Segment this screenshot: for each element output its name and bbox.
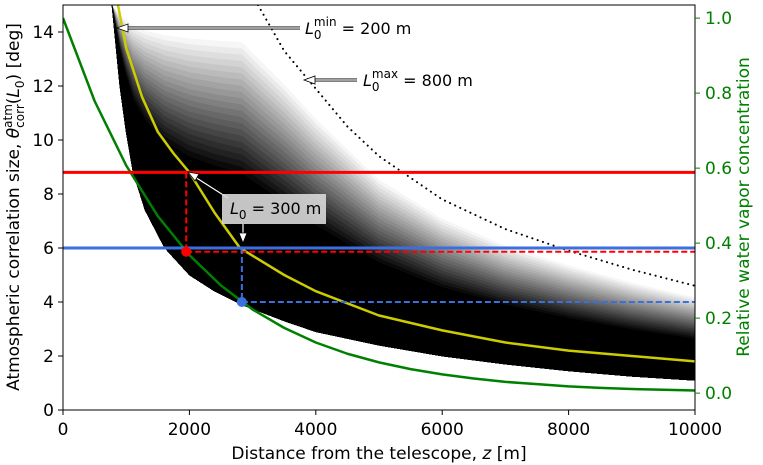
annotation-max: L0max = 800 m (302, 67, 473, 94)
y2-tick-label: 0.4 (705, 234, 732, 254)
label-part: θ (4, 127, 24, 138)
marker (181, 246, 192, 257)
label-part: Atmospheric correlation size, (4, 138, 24, 391)
label-part: L (4, 88, 24, 97)
marker (236, 297, 247, 307)
label-part: ) [deg] (4, 23, 24, 80)
label-sub: 0 (13, 80, 27, 88)
label-part: [m] (491, 444, 526, 464)
label-part: Distance from the telescope, (231, 444, 482, 464)
x-tick-label: 2000 (168, 420, 211, 440)
y2-axis-label: Relative water vapor concentration (734, 57, 754, 357)
y-tick-label: 2 (43, 347, 54, 367)
y-axis-label: Atmospheric correlation size, θatmcorr(L… (1, 23, 27, 391)
ann-part: = 300 m (247, 199, 322, 218)
ann-part: = 200 m (337, 19, 412, 38)
x-axis-label: Distance from the telescope, z [m] (231, 444, 526, 464)
ann-sub: 0 (314, 28, 322, 42)
series-line (256, 5, 695, 287)
axes: 0 2000 4000 6000 8000 10000 0 2 4 6 8 10 12 14 0.0 0.2 0… (32, 9, 732, 440)
label-part: z (481, 444, 492, 464)
annotation-min: L0min = 200 m (115, 15, 411, 42)
y2-tick-label: 0.8 (705, 84, 732, 104)
y2-tick-label: 1.0 (705, 9, 732, 29)
plot-area (63, 5, 695, 392)
x-tick-label: 6000 (421, 420, 464, 440)
x-tick-label: 0 (58, 420, 69, 440)
ann-sub: 0 (239, 208, 247, 222)
label-sub: corr (13, 104, 27, 128)
annotation-text: L0 = 300 m (230, 199, 321, 222)
label-part: ( (4, 98, 24, 105)
label-sup: atm (1, 104, 15, 128)
ann-part: = 800 m (398, 71, 473, 90)
arrow-head (187, 171, 200, 182)
y2-tick-label: 0.0 (705, 384, 732, 404)
annotation-text: L0min = 200 m (305, 15, 411, 42)
y-tick-label: 10 (32, 131, 54, 151)
arrow-head (238, 232, 248, 245)
y-tick-label: 8 (43, 185, 54, 205)
x-tick-label: 8000 (547, 420, 590, 440)
ann-part: L (305, 19, 314, 38)
annotation-300: L0 = 300 m (187, 171, 326, 245)
y2-tick-label: 0.2 (705, 309, 732, 329)
x-tick-label: 10000 (668, 420, 722, 440)
ann-part: L (230, 199, 239, 218)
ann-part: L (363, 71, 372, 90)
y-tick-label: 12 (32, 77, 54, 97)
y-tick-label: 4 (43, 293, 54, 313)
series-line (116, 5, 695, 363)
arrow-head (302, 75, 316, 85)
axes-frame (62, 4, 696, 411)
arrow-head (115, 23, 129, 33)
ann-sup: max (372, 67, 398, 81)
series-line (63, 17, 695, 392)
x-tick-label: 4000 (294, 420, 337, 440)
y-tick-label: 6 (43, 239, 54, 259)
y-tick-label: 14 (32, 23, 54, 43)
annotation-box (222, 194, 326, 224)
annotation-text: L0max = 800 m (363, 67, 473, 94)
ann-sup: min (314, 15, 337, 29)
y2-tick-label: 0.6 (705, 159, 732, 179)
ann-sub: 0 (372, 80, 380, 94)
y-tick-label: 0 (43, 401, 54, 421)
